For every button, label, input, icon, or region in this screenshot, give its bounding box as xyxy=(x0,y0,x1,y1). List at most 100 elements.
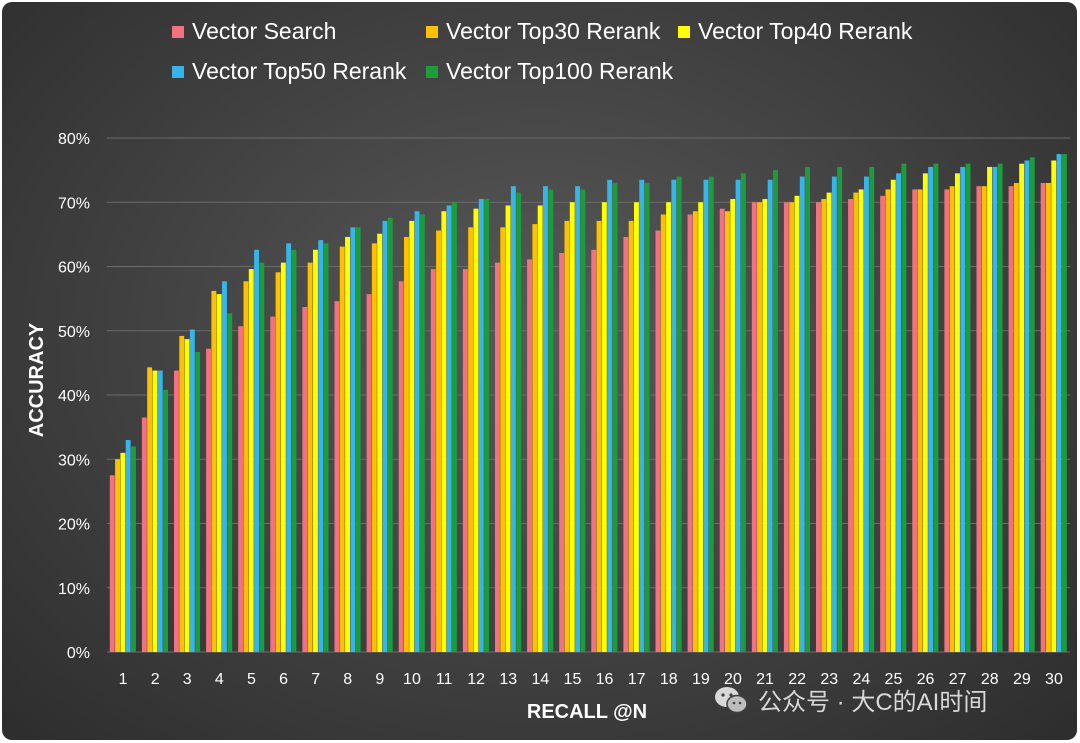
bar xyxy=(350,227,356,652)
bar xyxy=(564,220,570,652)
bar xyxy=(997,163,1003,652)
bar xyxy=(527,259,532,652)
bar xyxy=(120,452,126,652)
bar xyxy=(484,199,489,652)
bar xyxy=(436,230,441,652)
bar xyxy=(125,439,131,652)
bar xyxy=(671,179,677,652)
bar xyxy=(655,230,661,652)
bar xyxy=(452,202,457,652)
bar xyxy=(901,163,907,652)
y-axis-title: ACCURACY xyxy=(26,322,48,437)
bar xyxy=(473,208,479,653)
bar xyxy=(933,163,939,652)
bar xyxy=(259,262,265,652)
bar xyxy=(607,179,613,652)
bar xyxy=(505,205,511,652)
bar xyxy=(612,182,618,652)
x-tick-label: 6 xyxy=(279,671,288,688)
bar xyxy=(912,189,918,652)
bar xyxy=(222,281,227,652)
bar xyxy=(291,249,297,653)
bar xyxy=(543,186,548,652)
bar xyxy=(537,205,543,652)
x-tick-label: 25 xyxy=(885,671,903,688)
bar xyxy=(409,220,415,652)
y-tick-label: 0% xyxy=(67,645,90,662)
bar xyxy=(698,202,704,652)
legend-label: Vector Top40 Rerank xyxy=(698,18,913,44)
bar xyxy=(687,214,693,652)
x-tick-label: 17 xyxy=(628,671,646,688)
bar xyxy=(1051,160,1057,653)
bar xyxy=(660,214,666,652)
bar xyxy=(318,240,324,652)
legend-item: Vector Search xyxy=(172,18,336,45)
legend-item: Vector Top100 Rerank xyxy=(426,58,673,85)
bar xyxy=(890,179,896,652)
bar xyxy=(858,189,864,652)
bar xyxy=(666,202,671,652)
x-tick-label: 2 xyxy=(151,671,160,688)
bar xyxy=(1024,160,1030,653)
bar xyxy=(976,186,982,652)
x-tick-label: 12 xyxy=(467,671,485,688)
bar xyxy=(248,269,254,652)
bar xyxy=(992,166,998,652)
bar xyxy=(692,211,698,652)
y-tick-label: 20% xyxy=(58,517,90,534)
bar xyxy=(307,262,313,652)
bar xyxy=(339,246,345,652)
y-tick-label: 50% xyxy=(58,324,90,341)
bar xyxy=(516,192,522,653)
x-tick-label: 1 xyxy=(119,671,128,688)
bar xyxy=(398,281,404,652)
bar xyxy=(1061,154,1067,652)
bar xyxy=(735,179,741,652)
x-tick-label: 4 xyxy=(215,671,224,688)
bar xyxy=(216,294,222,652)
bar xyxy=(280,262,286,652)
bar xyxy=(532,224,538,652)
bar xyxy=(189,329,195,652)
bar xyxy=(238,326,244,652)
bar xyxy=(323,243,329,652)
bar xyxy=(725,211,730,652)
bar xyxy=(816,202,821,652)
x-tick-label: 28 xyxy=(981,671,999,688)
y-tick-label: 80% xyxy=(58,131,90,148)
bar xyxy=(478,199,484,652)
bar xyxy=(896,173,901,652)
y-tick-label: 70% xyxy=(58,195,90,212)
bar xyxy=(430,269,436,652)
bar xyxy=(157,370,163,652)
x-tick-label: 30 xyxy=(1045,671,1063,688)
bar xyxy=(387,217,393,653)
bar xyxy=(848,199,853,652)
bar xyxy=(794,195,800,652)
bar xyxy=(880,195,886,652)
legend-label: Vector Top30 Rerank xyxy=(446,18,661,44)
bar xyxy=(1040,182,1046,652)
bar xyxy=(414,211,420,652)
x-tick-label: 13 xyxy=(499,671,517,688)
bar xyxy=(955,173,960,652)
bar xyxy=(366,294,372,652)
x-tick-label: 21 xyxy=(756,671,774,688)
bar xyxy=(708,176,714,653)
bar xyxy=(1019,163,1025,652)
bar xyxy=(109,475,115,652)
bar xyxy=(831,176,837,653)
legend: Vector Search Vector Top30 Rerank Vector T… xyxy=(2,2,1077,102)
bar xyxy=(949,186,955,652)
x-tick-label: 14 xyxy=(531,671,549,688)
bar xyxy=(174,370,179,652)
legend-label: Vector Top50 Rerank xyxy=(192,58,407,84)
bar xyxy=(345,236,350,652)
bar xyxy=(468,227,474,652)
x-tick-label: 18 xyxy=(660,671,678,688)
bar xyxy=(548,189,554,652)
bar xyxy=(206,348,211,652)
legend-item: Vector Top30 Rerank xyxy=(426,18,660,45)
